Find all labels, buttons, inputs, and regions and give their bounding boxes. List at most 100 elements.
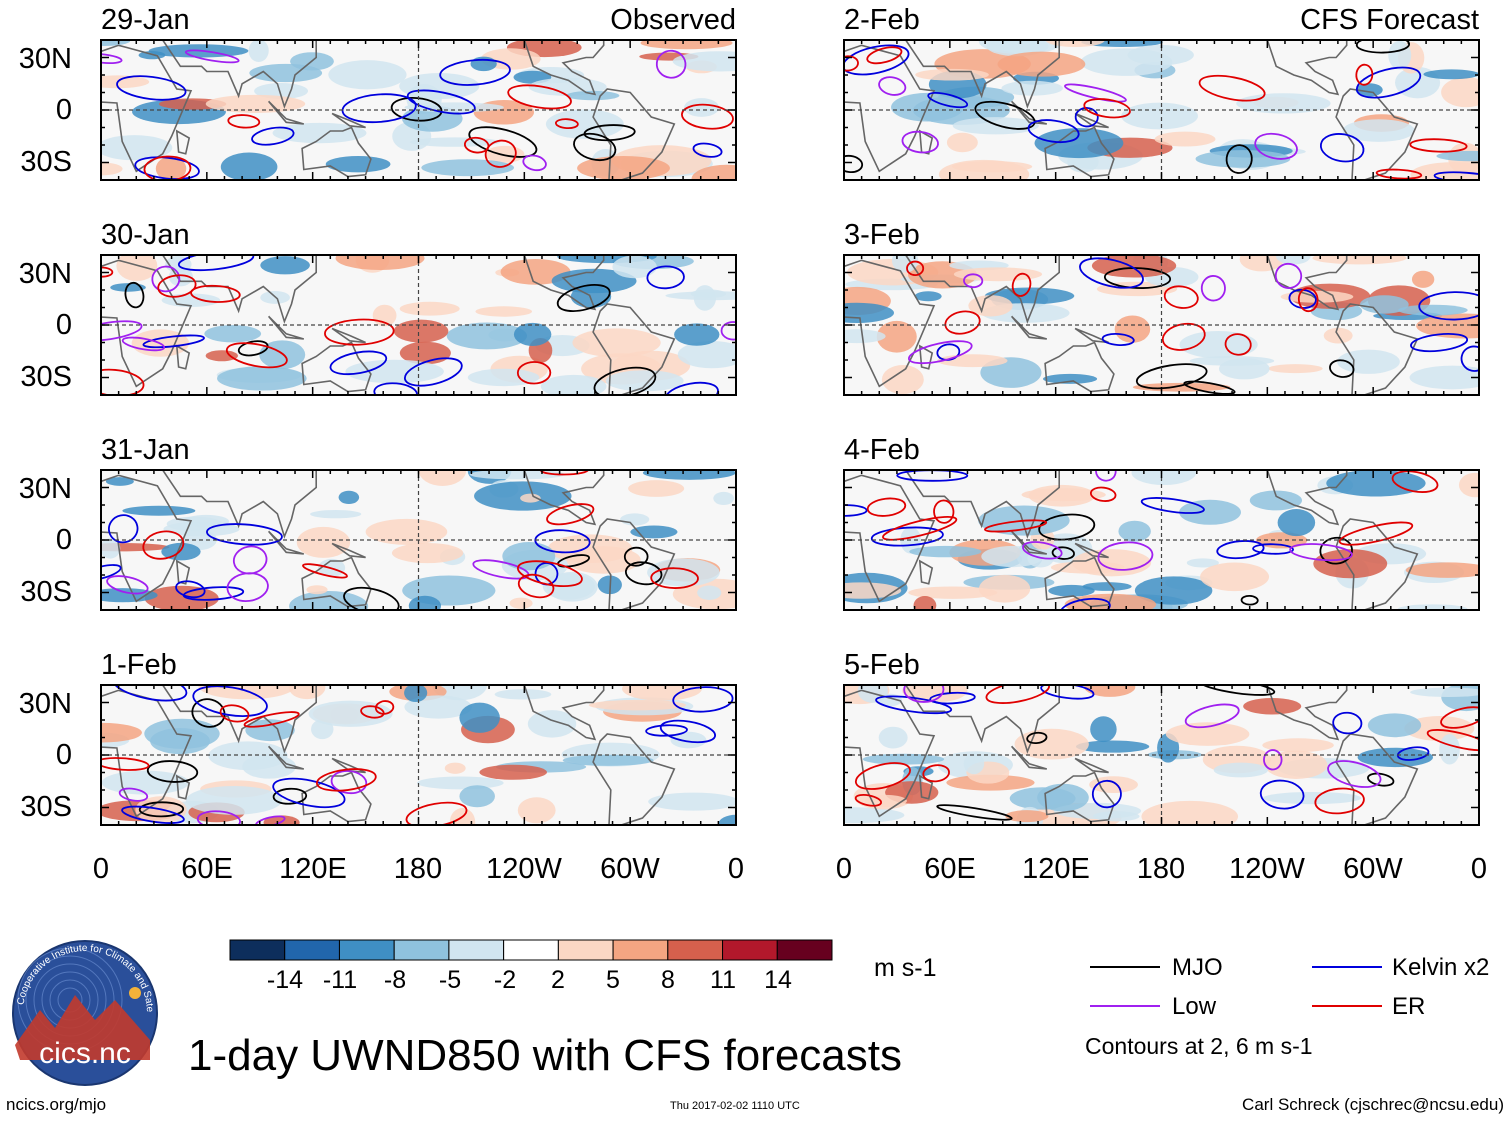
coastline xyxy=(592,303,676,395)
contour-kelvin-x2 xyxy=(101,564,122,581)
contour-mjo xyxy=(343,586,400,610)
coastline xyxy=(1044,556,1115,608)
logo-border xyxy=(12,940,158,1086)
footer-timestamp: Thu 2017-02-02 1110 UTC xyxy=(670,1100,800,1112)
contour-er xyxy=(219,704,250,723)
coastline xyxy=(267,100,305,125)
colorbar-swatch xyxy=(776,939,833,961)
wind-anomaly-shading xyxy=(1132,382,1231,392)
contour-er xyxy=(866,46,903,65)
coastline xyxy=(592,733,676,825)
coastline xyxy=(918,559,934,585)
coastline xyxy=(904,40,1060,109)
wind-anomaly-shading xyxy=(953,267,1043,282)
lon-tick-label: 0 xyxy=(727,853,745,885)
wind-anomaly-shading xyxy=(416,776,504,790)
lat-tick-label: 30S xyxy=(20,361,72,393)
contour-kelvin-x2 xyxy=(192,685,268,717)
contour-kelvin-x2 xyxy=(111,685,188,702)
contour-kelvin-x2 xyxy=(1252,543,1294,555)
contour-kelvin-x2 xyxy=(1332,711,1363,735)
wind-anomaly-shading xyxy=(1179,499,1241,525)
contour-mjo xyxy=(974,100,1036,130)
wind-anomaly-shading xyxy=(1275,255,1311,265)
contour-er xyxy=(1355,63,1374,86)
colorbar-tick-label: 8 xyxy=(661,966,675,994)
contour-er xyxy=(225,342,288,369)
contour-er xyxy=(546,503,595,526)
wind-anomaly-shading xyxy=(110,283,146,292)
wind-anomaly-shading xyxy=(718,814,736,825)
lat-tick-label: 0 xyxy=(55,309,72,341)
contour-low xyxy=(1184,703,1240,729)
contour-er xyxy=(1083,98,1131,119)
coastline xyxy=(331,542,366,559)
wind-anomaly-shading xyxy=(908,586,998,599)
wind-anomaly-shading xyxy=(101,75,150,89)
contour-kelvin-x2 xyxy=(875,695,953,715)
wind-anomaly-shading xyxy=(101,722,142,743)
wind-anomaly-shading xyxy=(494,689,552,700)
contour-er xyxy=(243,711,300,728)
contour-kelvin-x2 xyxy=(1216,540,1265,560)
wind-anomaly-shading xyxy=(328,60,407,90)
contour-mjo xyxy=(583,124,636,142)
contour-er xyxy=(984,519,1048,533)
panel-date-obs-3: 31-Jan xyxy=(101,434,190,466)
wind-anomaly-shading xyxy=(1165,722,1250,746)
contour-low xyxy=(655,49,687,79)
wind-anomaly-shading xyxy=(562,754,654,766)
contour-low xyxy=(1263,749,1283,771)
lat-tick-label: 30S xyxy=(20,576,72,608)
contour-er xyxy=(316,768,377,792)
contour-mjo xyxy=(844,154,864,174)
wind-anomaly-shading xyxy=(254,83,309,100)
wind-anomaly-shading xyxy=(1075,740,1150,753)
contour-kelvin-x2 xyxy=(142,334,205,349)
lat-tick-label: 30S xyxy=(20,791,72,823)
contour-er xyxy=(1089,486,1117,502)
contour-er xyxy=(517,560,583,588)
wind-anomaly-shading xyxy=(1131,470,1197,486)
wind-anomaly-shading xyxy=(1114,315,1151,343)
wind-anomaly-shading xyxy=(997,51,1086,77)
wind-anomaly-shading xyxy=(308,700,393,727)
contour-er xyxy=(374,700,395,715)
contour-mjo xyxy=(237,340,269,357)
coastline xyxy=(1074,112,1109,129)
coastline xyxy=(267,530,305,555)
wind-anomaly-shading xyxy=(1268,364,1323,374)
lon-tick-label: 120W xyxy=(486,853,562,885)
lon-tick-label: 120E xyxy=(279,853,347,885)
contour-low xyxy=(1327,760,1382,788)
wind-anomaly-shading xyxy=(844,807,905,824)
wind-anomaly-shading xyxy=(306,585,328,595)
legend-label-mjo: MJO xyxy=(1172,954,1223,981)
wind-anomaly-shading xyxy=(1050,561,1125,574)
lon-tick-label: 120E xyxy=(1022,853,1090,885)
wind-anomaly-shading xyxy=(1398,304,1468,316)
wind-anomaly-shading xyxy=(963,753,985,775)
legend-label-er: ER xyxy=(1392,993,1426,1020)
contour-kelvin-x2 xyxy=(1418,291,1479,321)
wind-anomaly-shading xyxy=(470,56,497,72)
colorbar-swatch xyxy=(229,939,286,961)
coastline xyxy=(904,470,1060,539)
contour-er xyxy=(227,114,261,129)
lon-tick-label: 0 xyxy=(1470,853,1488,885)
wind-anomaly-shading xyxy=(1045,40,1105,47)
wind-anomaly-shading xyxy=(509,597,533,609)
coastline xyxy=(1335,88,1419,180)
wind-anomaly-shading xyxy=(513,322,552,346)
wind-anomaly-shading xyxy=(913,596,937,610)
lon-tick-label: 180 xyxy=(393,853,443,885)
contour-er xyxy=(944,310,981,335)
map-panel-obs-3 xyxy=(101,470,736,610)
contour-low xyxy=(1254,132,1298,160)
coastline xyxy=(918,344,934,370)
footer-url[interactable]: ncics.org/mjo xyxy=(6,1095,107,1114)
wind-anomaly-shading xyxy=(101,538,121,559)
wind-anomaly-shading xyxy=(220,152,278,180)
wind-anomaly-shading xyxy=(1154,131,1216,147)
wind-anomaly-shading xyxy=(1423,69,1479,80)
